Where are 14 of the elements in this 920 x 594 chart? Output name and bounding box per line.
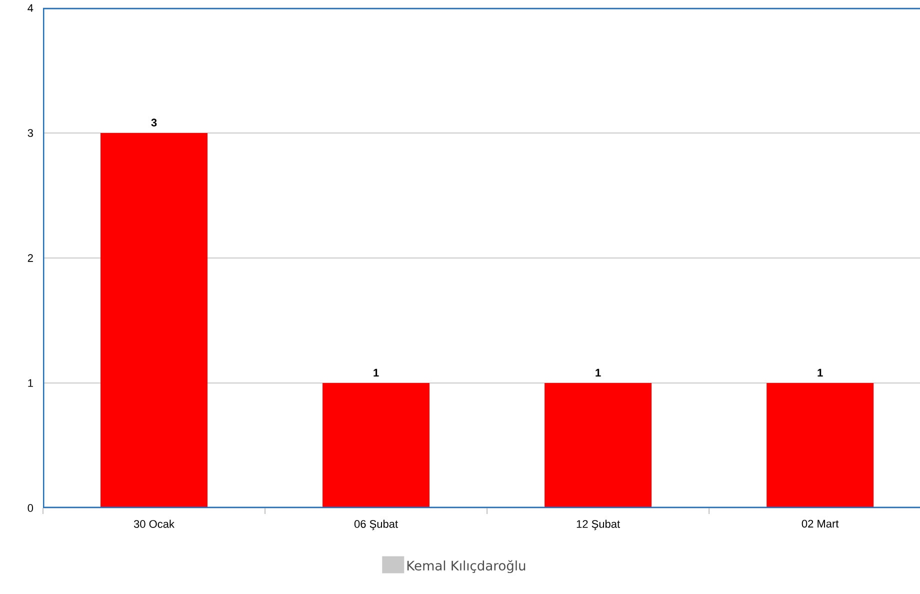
data-label: 1 [818,368,823,376]
y-tick-label: 3 [28,129,33,137]
data-label: 1 [596,368,601,376]
y-tick-label: 2 [28,254,33,262]
data-label: 1 [374,368,379,376]
y-tick-label: 1 [28,379,33,387]
data-label: 3 [151,118,157,126]
y-tick-label: 4 [28,4,34,12]
x-tick-label: 12 Şubat [576,520,620,530]
text: Kemal Kılıçdaroğlu [407,560,526,574]
y-tick-label: 0 [28,504,34,512]
x-tick-label: 06 Şubat [354,520,398,530]
x-tick-label: 02 Mart [802,520,839,528]
x-tick-label: 30 Ocak [134,520,175,528]
